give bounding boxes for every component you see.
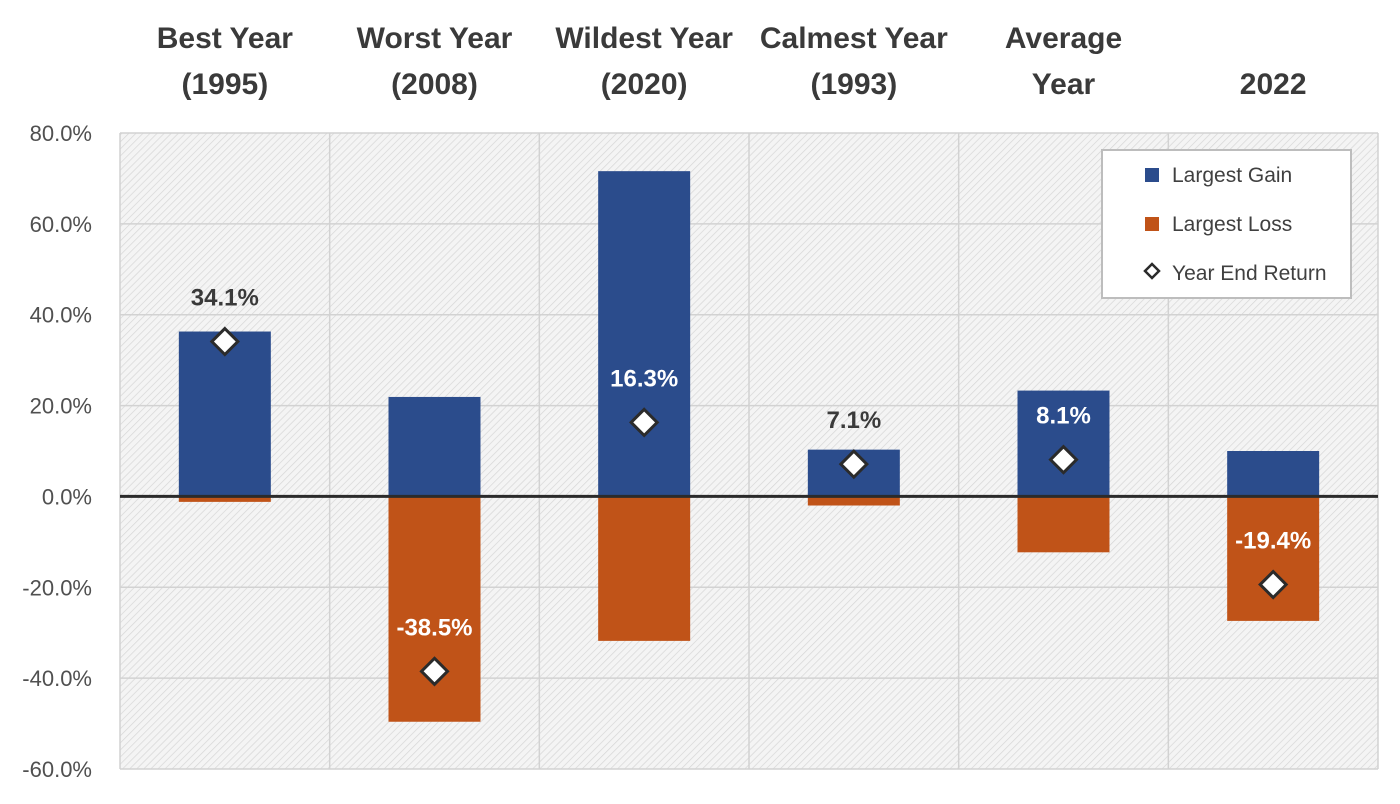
data-label: -38.5%: [396, 614, 472, 641]
category-label: Wildest Year: [555, 22, 733, 55]
year-end-marker: [629, 407, 660, 438]
data-label: -19.4%: [1235, 528, 1311, 555]
bar-largest-loss: [388, 496, 481, 722]
category-label: Best Year: [157, 22, 294, 55]
year-end-marker: [1258, 569, 1289, 600]
y-axis: 80.0% 60.0% 40.0% 20.0% 0.0% -20.0% -40.0% -60.…: [22, 121, 92, 782]
bar-largest-gain: [598, 171, 691, 497]
y-tick-label: 40.0%: [30, 303, 92, 328]
bar-largest-loss: [178, 496, 271, 502]
bar-largest-loss: [598, 496, 691, 641]
legend: Largest Gain Largest Loss Year End Retur…: [1101, 149, 1352, 299]
year-end-marker: [209, 326, 240, 357]
year-end-marker: [1048, 444, 1079, 475]
y-tick-label: -20.0%: [22, 575, 92, 600]
year-end-markers: 34.1% -38.5% 16.3% 7.1% 8.1% -19.4%: [191, 285, 1311, 687]
category-label: (1993): [810, 68, 897, 101]
category-label: 2022: [1240, 68, 1307, 101]
year-end-marker: [838, 449, 869, 480]
y-tick-label: 20.0%: [30, 394, 92, 419]
bar-largest-gain: [1017, 390, 1110, 497]
category-label: (1995): [181, 68, 268, 101]
legend-label-year-end: Year End Return: [1172, 262, 1327, 285]
year-end-marker: [419, 656, 450, 687]
grid-lines: [119, 132, 1379, 770]
data-label: 34.1%: [191, 285, 259, 312]
category-label: Average: [1005, 22, 1122, 55]
y-tick-label: 80.0%: [30, 121, 92, 146]
y-tick-label: 60.0%: [30, 212, 92, 237]
bar-largest-gain: [1227, 451, 1320, 497]
category-label: (2020): [601, 68, 688, 101]
data-label: 8.1%: [1036, 403, 1091, 430]
y-tick-label: -60.0%: [22, 757, 92, 782]
y-tick-label: -40.0%: [22, 666, 92, 691]
legend-swatch-gain: [1145, 168, 1159, 182]
bar-largest-gain: [178, 331, 271, 497]
category-label: (2008): [391, 68, 478, 101]
y-tick-label: 0.0%: [42, 484, 92, 509]
category-label: Calmest Year: [760, 22, 948, 55]
legend-marker-diamond-icon: [1143, 262, 1161, 280]
legend-swatch-loss: [1145, 217, 1159, 231]
legend-box: [1101, 149, 1352, 299]
category-label: Year: [1032, 68, 1096, 101]
x-axis-categories: Best Year (1995) Worst Year (2008) Wildest Y…: [157, 22, 1307, 101]
data-label: 16.3%: [610, 365, 678, 392]
data-label: 7.1%: [826, 407, 881, 434]
bar-largest-loss: [1227, 496, 1320, 621]
legend-label-gain: Largest Gain: [1172, 164, 1292, 187]
bars: [178, 171, 1320, 722]
bar-largest-gain: [388, 396, 481, 497]
bar-largest-loss: [1017, 496, 1110, 553]
legend-label-loss: Largest Loss: [1172, 213, 1292, 236]
category-label: Worst Year: [357, 22, 513, 55]
bar-largest-loss: [807, 496, 900, 506]
